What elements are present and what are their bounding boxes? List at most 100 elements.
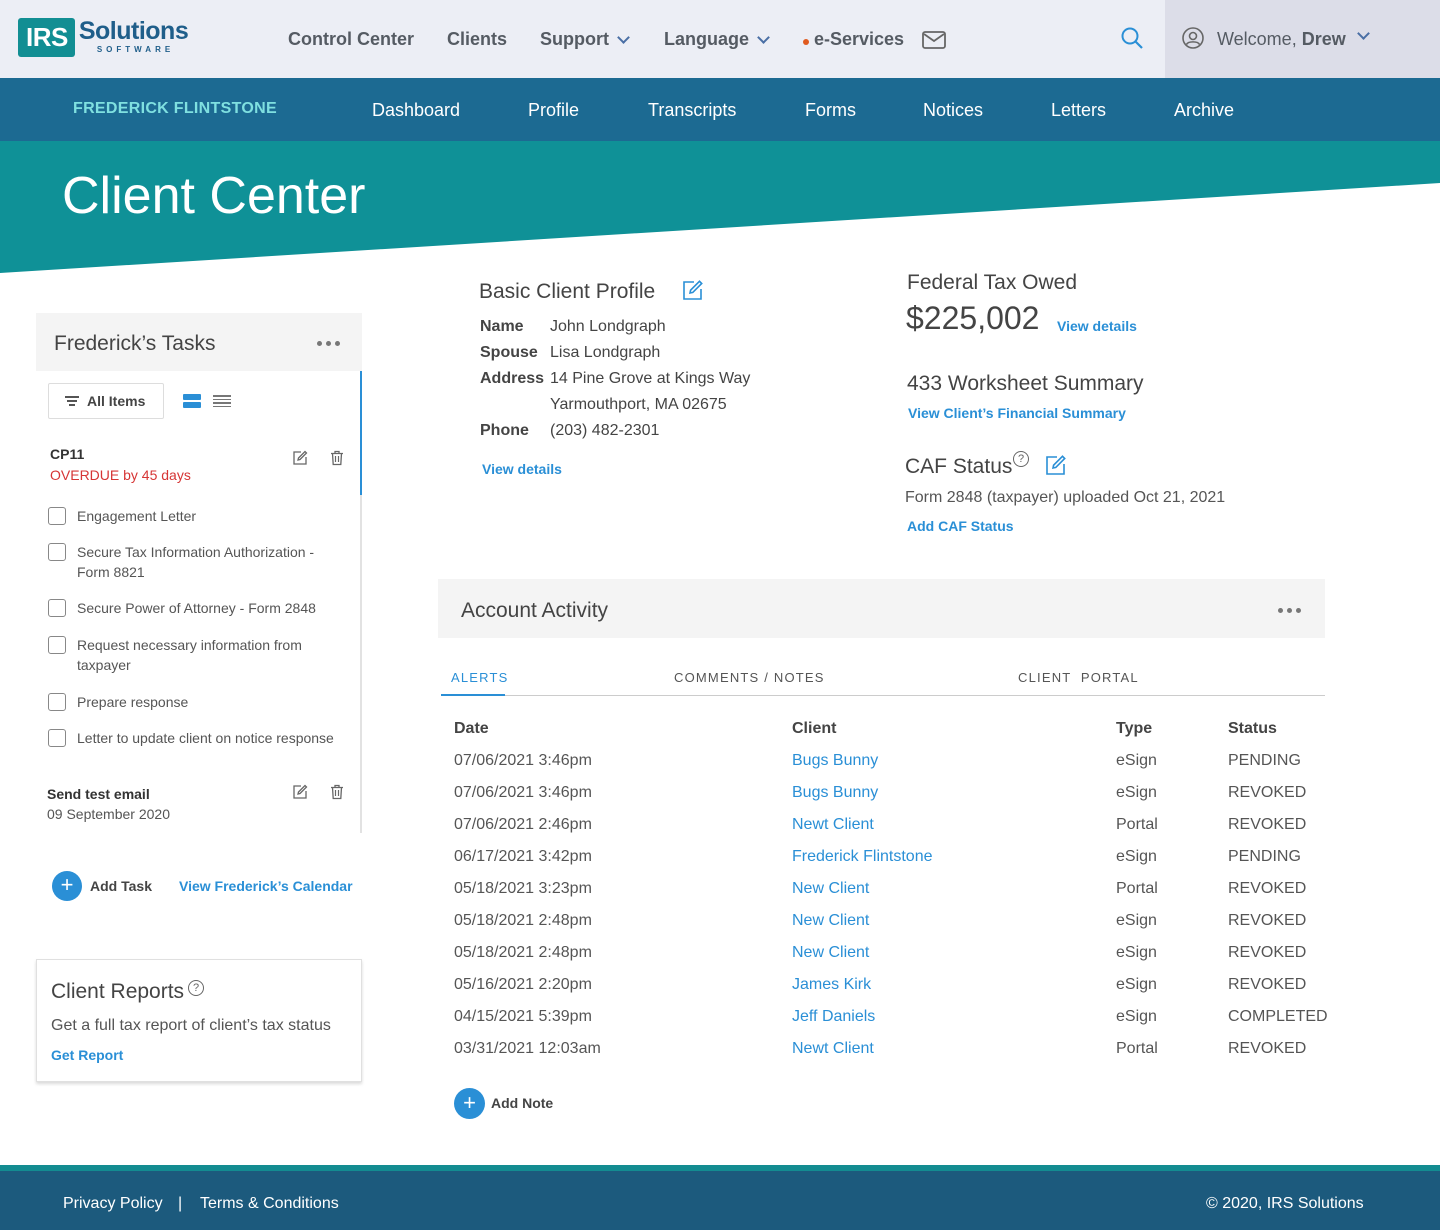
federal-view-details-link[interactable]: View details [1057, 318, 1137, 334]
tasks-header: Frederick’s Tasks [36, 313, 362, 371]
federal-tax-amount: $225,002 [906, 300, 1040, 336]
tab-forms[interactable]: Forms [805, 100, 856, 120]
more-options-icon[interactable] [317, 341, 340, 346]
view-calendar-link[interactable]: View Frederick’s Calendar [179, 878, 353, 894]
tab-profile[interactable]: Profile [528, 100, 580, 120]
tab-client-portal[interactable]: CLIENT PORTAL [1018, 670, 1139, 685]
trash-icon[interactable] [329, 450, 345, 466]
search-icon[interactable] [1121, 27, 1143, 49]
checklist-item[interactable]: Prepare response [48, 692, 188, 712]
add-task-plus-icon[interactable]: + [52, 871, 82, 901]
status-cell: COMPLETED [1228, 1008, 1328, 1025]
column-header-date: Date [454, 720, 489, 737]
user-menu[interactable]: Welcome, Drew [1165, 0, 1440, 78]
nav-support-dropdown[interactable]: Support [540, 29, 630, 50]
chevron-down-icon [757, 30, 770, 44]
checklist-item[interactable]: Request necessary information from taxpa… [48, 635, 338, 675]
column-header-type: Type [1116, 720, 1153, 737]
nav-language-dropdown[interactable]: Language [664, 29, 770, 50]
federal-tax-title: Federal Tax Owed [907, 271, 1078, 294]
add-task-button[interactable]: Add Task [90, 878, 152, 894]
irs-solutions-logo[interactable]: IRS Solutions SOFTWARE [18, 18, 189, 57]
checkbox[interactable] [48, 507, 66, 525]
nav-control-center[interactable]: Control Center [288, 29, 414, 50]
tasks-scrollbar[interactable] [360, 371, 362, 495]
tab-archive[interactable]: Archive [1174, 100, 1235, 120]
user-avatar-icon [1182, 27, 1204, 49]
trash-icon[interactable] [329, 784, 345, 800]
add-caf-status-link[interactable]: Add CAF Status [907, 518, 1014, 534]
client-link[interactable]: New Client [792, 880, 870, 897]
client-link[interactable]: James Kirk [792, 976, 872, 993]
tab-letters[interactable]: Letters [1051, 100, 1107, 120]
checklist-item[interactable]: Secure Tax Information Authorization - F… [48, 542, 338, 582]
date-cell: 05/18/2021 2:48pm [454, 944, 592, 961]
checkbox[interactable] [48, 599, 66, 617]
checklist-item[interactable]: Secure Power of Attorney - Form 2848 [48, 598, 316, 618]
spouse-value: Lisa Londgraph [550, 344, 661, 361]
help-icon[interactable]: ? [188, 980, 205, 996]
edit-icon[interactable] [292, 784, 308, 800]
tab-notices[interactable]: Notices [923, 100, 984, 120]
edit-profile-icon[interactable] [682, 279, 704, 301]
task-date: 09 September 2020 [47, 806, 170, 822]
checkbox[interactable] [48, 543, 66, 561]
client-link[interactable]: New Client [792, 912, 870, 929]
checkbox[interactable] [48, 693, 66, 711]
task-overdue-status: OVERDUE by 45 days [50, 467, 191, 483]
hero-banner [0, 141, 1440, 273]
mail-icon[interactable] [922, 30, 946, 49]
tasks-title: Frederick’s Tasks [54, 332, 216, 355]
all-items-filter-button[interactable]: All Items [48, 383, 164, 419]
list-view-icon[interactable] [213, 395, 231, 407]
date-cell: 05/18/2021 3:23pm [454, 880, 592, 897]
tasks-list: All Items CP11 OVERDUE by 45 days Engage… [36, 371, 362, 833]
get-report-link[interactable]: Get Report [51, 1047, 124, 1063]
nav-support-label: Support [540, 29, 609, 49]
tab-comments-notes[interactable]: COMMENTS / NOTES [674, 670, 825, 685]
tab-alerts[interactable]: ALERTS [451, 670, 509, 685]
client-link[interactable]: Newt Client [792, 816, 874, 833]
edit-caf-icon[interactable] [1045, 454, 1067, 476]
status-cell: REVOKED [1228, 1040, 1307, 1057]
client-navigation: FREDERICK FLINTSTONE Dashboard Profile T… [0, 78, 1440, 141]
add-note-plus-icon[interactable]: + [454, 1088, 485, 1119]
more-options-icon[interactable] [1278, 608, 1301, 613]
caf-description: Form 2848 (taxpayer) uploaded Oct 21, 20… [905, 489, 1226, 506]
reports-title: Client Reports [51, 980, 185, 1003]
client-link[interactable]: Jeff Daniels [792, 1008, 876, 1025]
status-cell: REVOKED [1228, 912, 1307, 929]
tab-dashboard[interactable]: Dashboard [372, 100, 461, 120]
user-name: Drew [1301, 29, 1346, 49]
task-title: Send test email [47, 786, 150, 802]
address-line1: 14 Pine Grove at Kings Way [550, 370, 751, 387]
edit-icon[interactable] [292, 450, 308, 466]
footer-separator: | [178, 1195, 183, 1212]
status-cell: REVOKED [1228, 784, 1307, 801]
checkbox[interactable] [48, 636, 66, 654]
checklist-item-label: Request necessary information from taxpa… [77, 637, 302, 673]
help-icon[interactable]: ? [1013, 451, 1029, 467]
nav-eservices[interactable]: e-Services [803, 29, 946, 50]
checklist-item[interactable]: Engagement Letter [48, 506, 196, 526]
financial-summary-link[interactable]: View Client’s Financial Summary [908, 405, 1126, 421]
welcome-text: Welcome, Drew [1217, 29, 1346, 50]
card-view-icon[interactable] [183, 394, 201, 408]
nav-clients[interactable]: Clients [447, 29, 507, 50]
top-navigation: IRS Solutions SOFTWARE Control Center Cl… [0, 0, 1440, 78]
checklist-item-label: Secure Tax Information Authorization - F… [77, 544, 315, 580]
client-link[interactable]: Frederick Flintstone [792, 848, 933, 865]
active-tab-indicator [441, 694, 505, 696]
eservices-label-wrap: e-Services [803, 29, 904, 50]
client-link[interactable]: Bugs Bunny [792, 784, 879, 801]
add-note-button[interactable]: Add Note [491, 1095, 554, 1111]
checkbox[interactable] [48, 729, 66, 747]
privacy-policy-link[interactable]: Privacy Policy [63, 1195, 163, 1212]
client-link[interactable]: New Client [792, 944, 870, 961]
terms-conditions-link[interactable]: Terms & Conditions [200, 1195, 339, 1212]
profile-view-details-link[interactable]: View details [482, 461, 562, 477]
client-link[interactable]: Newt Client [792, 1040, 874, 1057]
client-link[interactable]: Bugs Bunny [792, 752, 879, 769]
tab-transcripts[interactable]: Transcripts [648, 100, 737, 120]
checklist-item[interactable]: Letter to update client on notice respon… [48, 728, 334, 748]
